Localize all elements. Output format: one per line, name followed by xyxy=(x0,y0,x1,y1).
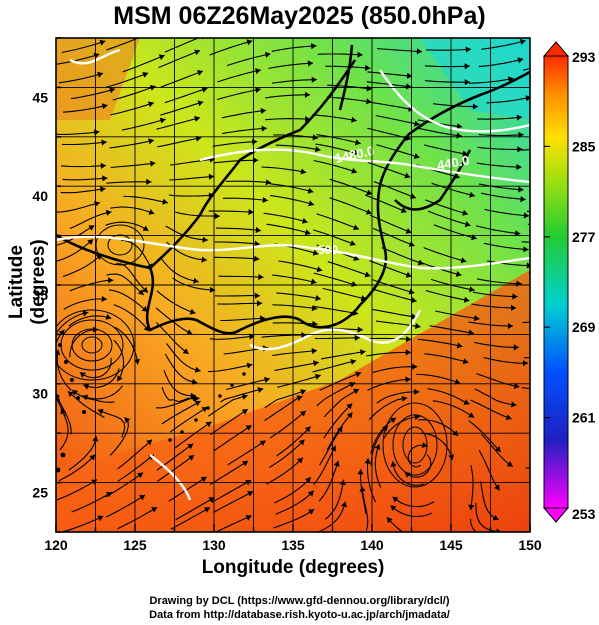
y-tick-label: 40 xyxy=(32,188,48,204)
coastlines xyxy=(56,44,530,335)
wind-arrows xyxy=(56,38,530,532)
map-grid xyxy=(56,38,530,532)
vortex-east xyxy=(382,402,448,488)
y-tick-label: 45 xyxy=(32,89,48,105)
y-tick-label: 25 xyxy=(32,484,48,500)
credit-drawing: Drawing by DCL (https://www.gfd-dennou.o… xyxy=(149,595,450,607)
x-axis-label: Longitude (degrees) xyxy=(201,557,385,578)
y-axis-label: Latitude (degrees) xyxy=(6,239,49,325)
x-tick-label: 150 xyxy=(518,537,542,553)
colorbar-tick-label: 261 xyxy=(572,410,596,426)
y-tick-label: 30 xyxy=(32,386,48,402)
contour-label-2: 440.0 xyxy=(436,153,471,173)
map-title: MSM 06Z26May2025 (850.0hPa) xyxy=(113,2,486,30)
colorbar-tick-label: 277 xyxy=(572,229,596,245)
x-tick-label: 135 xyxy=(281,537,305,553)
vortex-north xyxy=(95,224,145,266)
colorbar-tick-label: 293 xyxy=(572,49,596,65)
map-panel: 1480.0 440.0 500 xyxy=(56,38,530,532)
colorbar-scale xyxy=(543,55,569,509)
credit-data: Data from http://database.rish.kyoto-u.a… xyxy=(149,609,450,621)
colorbar: 293 285 277 269 261 253 xyxy=(542,41,596,523)
y-axis: 25 30 35 40 45 xyxy=(32,37,61,533)
wind-streamlines xyxy=(56,38,530,532)
colorbar-tick-label: 253 xyxy=(572,506,596,522)
x-tick-label: 120 xyxy=(44,537,68,553)
y-tick-label: 35 xyxy=(32,287,48,303)
contour-label-3: 500 xyxy=(318,243,338,257)
x-tick-label: 130 xyxy=(202,537,226,553)
x-tick-label: 125 xyxy=(123,537,147,553)
colorbar-tick-label: 269 xyxy=(572,319,596,335)
height-contours xyxy=(56,48,530,501)
colorbar-tick-label: 285 xyxy=(572,138,596,154)
x-tick-label: 140 xyxy=(360,537,384,553)
x-tick-label: 145 xyxy=(439,537,463,553)
credits: Drawing by DCL (https://www.gfd-dennou.o… xyxy=(0,594,599,622)
x-axis: 120 125 130 135 140 145 150 xyxy=(44,524,542,553)
